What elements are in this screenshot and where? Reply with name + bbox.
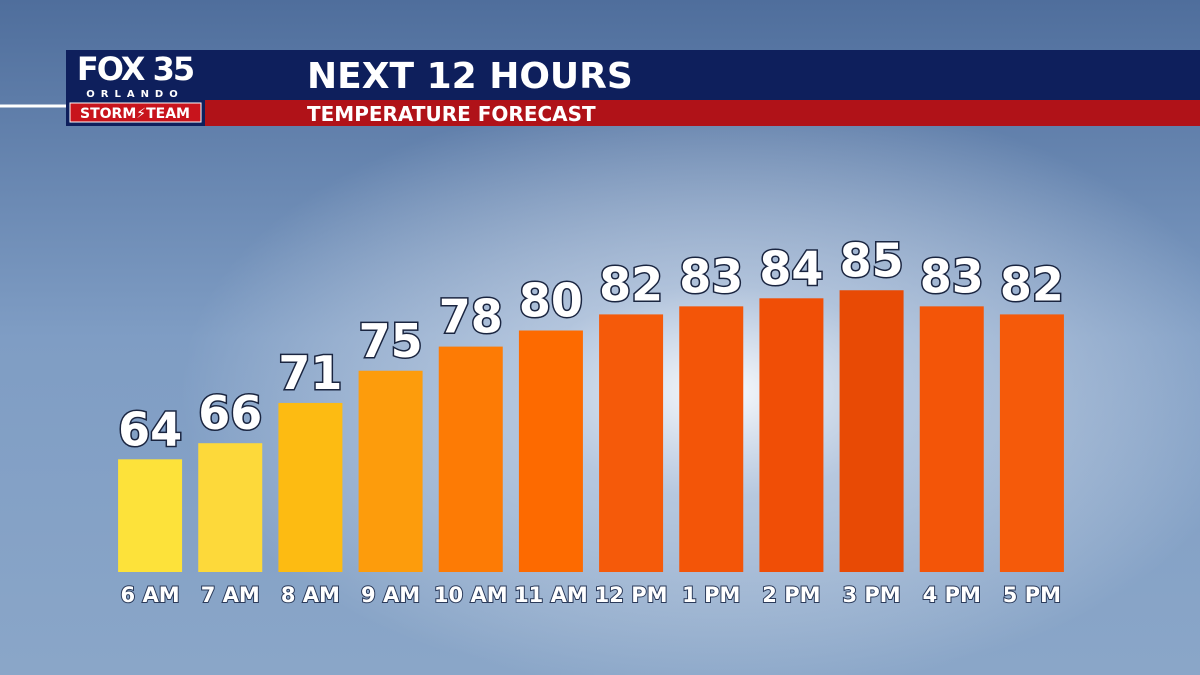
value-label: 82 [599, 257, 663, 311]
x-tick-label: 5 PM [1003, 583, 1061, 607]
bar [518, 330, 583, 572]
bar [919, 306, 984, 572]
logo-city: ORLANDO [86, 89, 183, 100]
bar [118, 459, 183, 572]
bar [278, 402, 343, 572]
value-label: 85 [840, 233, 904, 287]
value-label: 84 [759, 241, 823, 295]
bar [358, 370, 423, 572]
bar [438, 346, 503, 572]
x-tick-label: 9 AM [361, 583, 420, 607]
bar [198, 443, 263, 572]
title-bar [66, 50, 1200, 100]
x-tick-label: 2 PM [762, 583, 820, 607]
x-tick-label: 4 PM [923, 583, 981, 607]
value-label: 75 [359, 314, 423, 368]
x-tick-label: 7 AM [201, 583, 260, 607]
value-label: 66 [198, 386, 262, 440]
bar [679, 306, 744, 572]
x-tick-label: 8 AM [281, 583, 340, 607]
logo-team: STORM⚡TEAM [80, 106, 190, 122]
value-label: 82 [1000, 257, 1064, 311]
x-tick-label: 11 AM [514, 583, 588, 607]
chart-title: NEXT 12 HOURS [307, 56, 633, 97]
bar [999, 314, 1064, 572]
bar [839, 290, 904, 572]
subtitle-bar [205, 100, 1200, 126]
chart-subtitle: TEMPERATURE FORECAST [307, 102, 596, 126]
x-tick-label: 10 AM [434, 583, 508, 607]
value-label: 83 [920, 249, 984, 303]
x-tick-label: 3 PM [842, 583, 900, 607]
value-label: 71 [278, 346, 342, 400]
logo-team-box [69, 102, 202, 123]
x-tick-label: 6 AM [121, 583, 180, 607]
value-label: 80 [519, 274, 583, 328]
value-label: 78 [439, 290, 503, 344]
bar [759, 298, 824, 572]
logo-station: FOX 35 [77, 50, 194, 88]
value-label: 64 [118, 402, 182, 456]
x-tick-label: 1 PM [682, 583, 740, 607]
x-tick-label: 12 PM [595, 583, 668, 607]
value-label: 83 [679, 249, 743, 303]
bar [599, 314, 664, 572]
